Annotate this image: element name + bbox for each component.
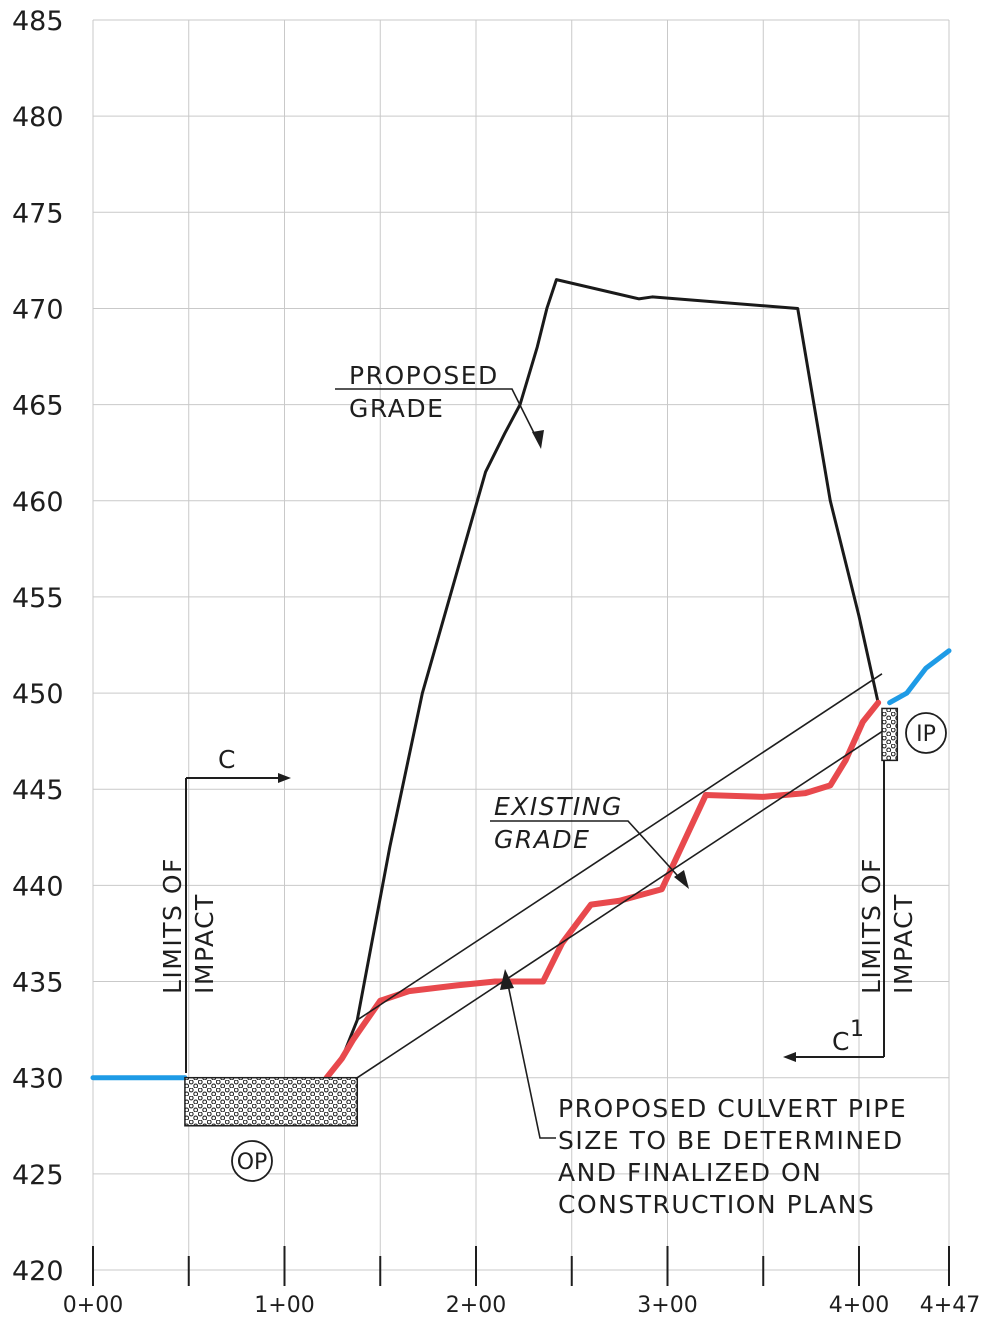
y-tick-label: 470	[12, 294, 64, 325]
section-arrowhead-left	[278, 773, 291, 783]
culvert-pipe-line	[356, 673, 883, 1021]
series-layer	[90, 278, 952, 1081]
culvert-end-hatch-op	[184, 1076, 359, 1127]
limits-of-impact-right: IMPACT	[889, 893, 918, 994]
y-tick-label: 475	[12, 198, 64, 229]
annotation-labels: PROPOSED GRADE EXISTING GRADE PROPOSED CULVE…	[158, 361, 947, 1219]
leader-proposed-grade	[335, 388, 541, 446]
y-tick-label: 460	[12, 487, 64, 518]
x-tick-label: 3+00	[637, 1293, 697, 1318]
y-tick-label: 450	[12, 679, 64, 710]
culvert-pipe-line	[356, 730, 883, 1079]
y-tick-label: 440	[12, 871, 64, 902]
op-label: OP	[237, 1150, 268, 1175]
leader-existing-grade	[490, 820, 687, 886]
x-axis-ticks: 0+00 1+00 2+00 3+00 4+00 4+47	[63, 1246, 980, 1318]
series-upstream-ground	[887, 648, 952, 706]
section-arrowhead-right	[783, 1052, 796, 1062]
section-label-right-superscript: 1	[850, 1017, 864, 1042]
y-tick-label: 430	[12, 1064, 64, 1095]
existing-grade-label: GRADE	[494, 825, 590, 854]
section-label-left: C	[218, 745, 237, 774]
leader-arrowhead-existing-grade	[674, 870, 689, 889]
leader-arrowhead-culvert-note	[500, 969, 514, 990]
leader-culvert-note	[505, 974, 556, 1139]
series-existing-grade	[323, 699, 882, 1081]
culvert-note-line: SIZE TO BE DETERMINED	[558, 1126, 904, 1155]
y-tick-label: 425	[12, 1160, 64, 1191]
proposed-grade-label: GRADE	[349, 394, 444, 423]
existing-grade-label: EXISTING	[494, 792, 623, 821]
y-tick-label: 445	[12, 775, 64, 806]
annotation-marks	[184, 388, 899, 1139]
x-tick-label: 4+00	[829, 1293, 889, 1318]
x-tick-label: 2+00	[446, 1293, 506, 1318]
proposed-grade-label: PROPOSED	[349, 361, 499, 390]
y-tick-label: 420	[12, 1256, 64, 1287]
section-label-right: C	[832, 1027, 851, 1056]
ip-label: IP	[916, 722, 936, 747]
x-tick-label: 4+47	[920, 1293, 980, 1318]
culvert-end-hatch-ip	[881, 707, 899, 762]
limits-of-impact-right: LIMITS OF	[857, 857, 886, 994]
y-tick-label: 465	[12, 391, 64, 422]
x-tick-label: 1+00	[254, 1293, 314, 1318]
leader-arrowhead-proposed-grade	[532, 430, 544, 449]
y-tick-label: 480	[12, 102, 64, 133]
y-tick-label: 485	[12, 6, 64, 37]
limits-of-impact-left: IMPACT	[190, 893, 219, 994]
x-tick-label: 0+00	[63, 1293, 123, 1318]
series-proposed-grade	[340, 278, 880, 1060]
culvert-note-line: AND FINALIZED ON	[558, 1158, 822, 1187]
y-tick-label: 455	[12, 583, 64, 614]
culvert-note-line: CONSTRUCTION PLANS	[558, 1190, 875, 1219]
culvert-note-line: PROPOSED CULVERT PIPE	[558, 1094, 907, 1123]
op-circle	[231, 1140, 273, 1182]
ip-circle	[905, 712, 947, 754]
limits-of-impact-left: LIMITS OF	[158, 857, 187, 994]
y-axis-ticks: 485 480 475 470 465 460 455 450 445 440 435 430 425 4…	[12, 6, 64, 1287]
y-tick-label: 435	[12, 968, 64, 999]
